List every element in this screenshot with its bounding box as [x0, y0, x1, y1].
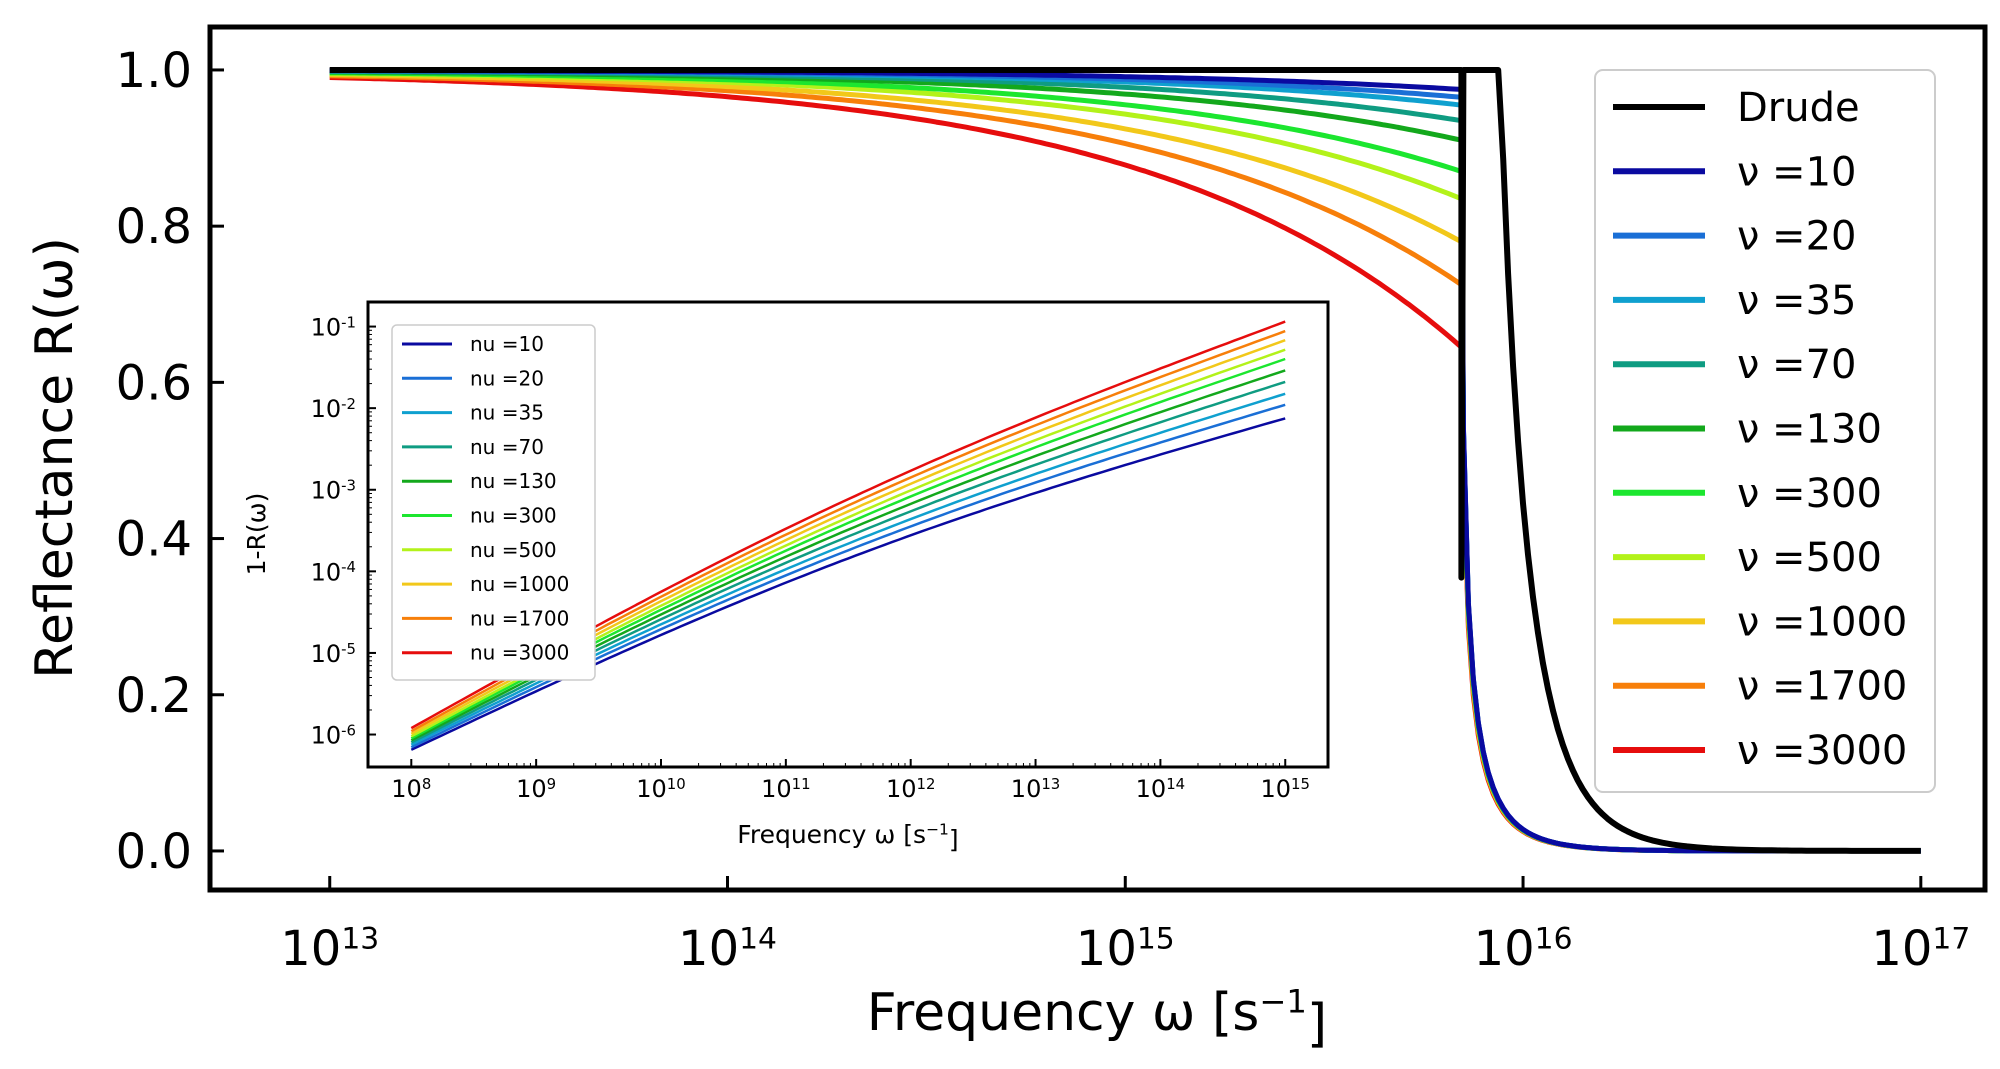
main-legend: Drude ν =10 ν =20 ν =35 ν =70 ν =130 ν =300 ν =…: [1594, 69, 1936, 793]
main-chart: 1013 1014 1015 1016 1017 0.00.20.40.60.81.0 …: [25, 24, 1988, 1054]
inset-y-tick-label: 10-5: [311, 640, 356, 668]
main-x-tick-label: 1016: [1474, 921, 1573, 977]
inset-y-tick-label: 10-6: [311, 721, 356, 749]
inset-x-tick-label: 109: [516, 775, 556, 803]
main-plot-frame: [207, 24, 1988, 893]
inset-y-axis-label: 1-R(ω): [242, 493, 271, 576]
inset-y-tick-label: 10-3: [311, 477, 356, 505]
inset-series-line: [410, 417, 1286, 751]
inset-x-tick-label: 108: [391, 775, 431, 803]
inset-legend-label: nu =70: [470, 435, 544, 459]
main-y-axis-label: Reflectance R(ω): [25, 237, 85, 679]
main-x-tick-label: 1013: [280, 921, 379, 977]
main-legend-label: ν =300: [1737, 471, 1882, 517]
main-series-lines: [329, 67, 1921, 854]
main-legend-box: [1594, 69, 1936, 793]
main-y-tick-label: 1.0: [116, 43, 192, 99]
inset-legend-label: nu =35: [470, 401, 544, 425]
inset-legend-label: nu =1700: [470, 606, 569, 630]
main-legend-label: ν =20: [1737, 214, 1856, 260]
main-y-tick-label: 0.4: [116, 512, 192, 568]
main-legend-label: ν =3000: [1737, 728, 1907, 774]
main-x-axis: 1013 1014 1015 1016 1017: [280, 876, 1970, 977]
main-legend-label: ν =70: [1737, 342, 1856, 388]
inset-legend-label: nu =3000: [470, 641, 569, 665]
inset-x-tick-label: 1015: [1261, 775, 1310, 803]
main-legend-label: ν =35: [1737, 278, 1856, 324]
inset-x-tick-label: 1012: [886, 775, 935, 803]
inset-y-axis: 10-6 10-5 10-4 10-3 10-2 10-1: [311, 301, 376, 750]
main-x-tick-label: 1014: [678, 921, 777, 977]
main-x-tick-label: 1017: [1871, 921, 1970, 977]
main-x-tick-label: 1015: [1076, 921, 1175, 977]
inset-x-tick-label: 1013: [1011, 775, 1060, 803]
main-y-tick-label: 0.0: [116, 824, 192, 880]
inset-x-tick-label: 1010: [636, 775, 685, 803]
inset-legend: nu =10 nu =20 nu =35 nu =70 nu =130 nu =300 nu…: [391, 324, 596, 681]
main-legend-label: ν =10: [1737, 149, 1856, 195]
inset-x-tick-label: 1014: [1136, 775, 1185, 803]
inset-x-axis: 108 109 1010 1011 1012 1013 1014 1015: [391, 759, 1310, 803]
main-legend-label: ν =1700: [1737, 664, 1907, 710]
inset-y-tick-label: 10-4: [311, 558, 356, 586]
main-x-axis-label: Frequency ω [s−1]: [867, 982, 1327, 1054]
main-series-line: [329, 67, 1921, 854]
main-legend-label: Drude: [1737, 85, 1860, 131]
main-legend-label: ν =500: [1737, 535, 1882, 581]
main-y-tick-label: 0.6: [116, 355, 192, 411]
inset-plot-frame: [366, 300, 1330, 769]
inset-x-axis-label: Frequency ω [s−1]: [737, 820, 958, 854]
main-y-tick-label: 0.2: [116, 668, 192, 724]
inset-legend-label: nu =10: [470, 332, 544, 356]
main-y-axis: 0.0 0.2 0.4 0.6 0.8 1.0: [116, 43, 224, 880]
inset-x-tick-label: 1011: [761, 775, 810, 803]
inset-y-tick-label: 10-1: [311, 313, 356, 341]
inset-legend-label: nu =20: [470, 366, 544, 390]
main-legend-label: ν =1000: [1737, 599, 1907, 645]
main-legend-label: ν =130: [1737, 407, 1882, 453]
inset-legend-label: nu =300: [470, 504, 557, 528]
inset-legend-label: nu =1000: [470, 572, 569, 596]
inset-y-tick-label: 10-2: [311, 395, 356, 423]
inset-chart: 108 109 1010 1011 1012 1013 1014 1015 10-610-51…: [242, 300, 1330, 854]
inset-legend-label: nu =130: [470, 469, 557, 493]
inset-legend-label: nu =500: [470, 538, 557, 562]
main-y-tick-label: 0.8: [116, 199, 192, 255]
